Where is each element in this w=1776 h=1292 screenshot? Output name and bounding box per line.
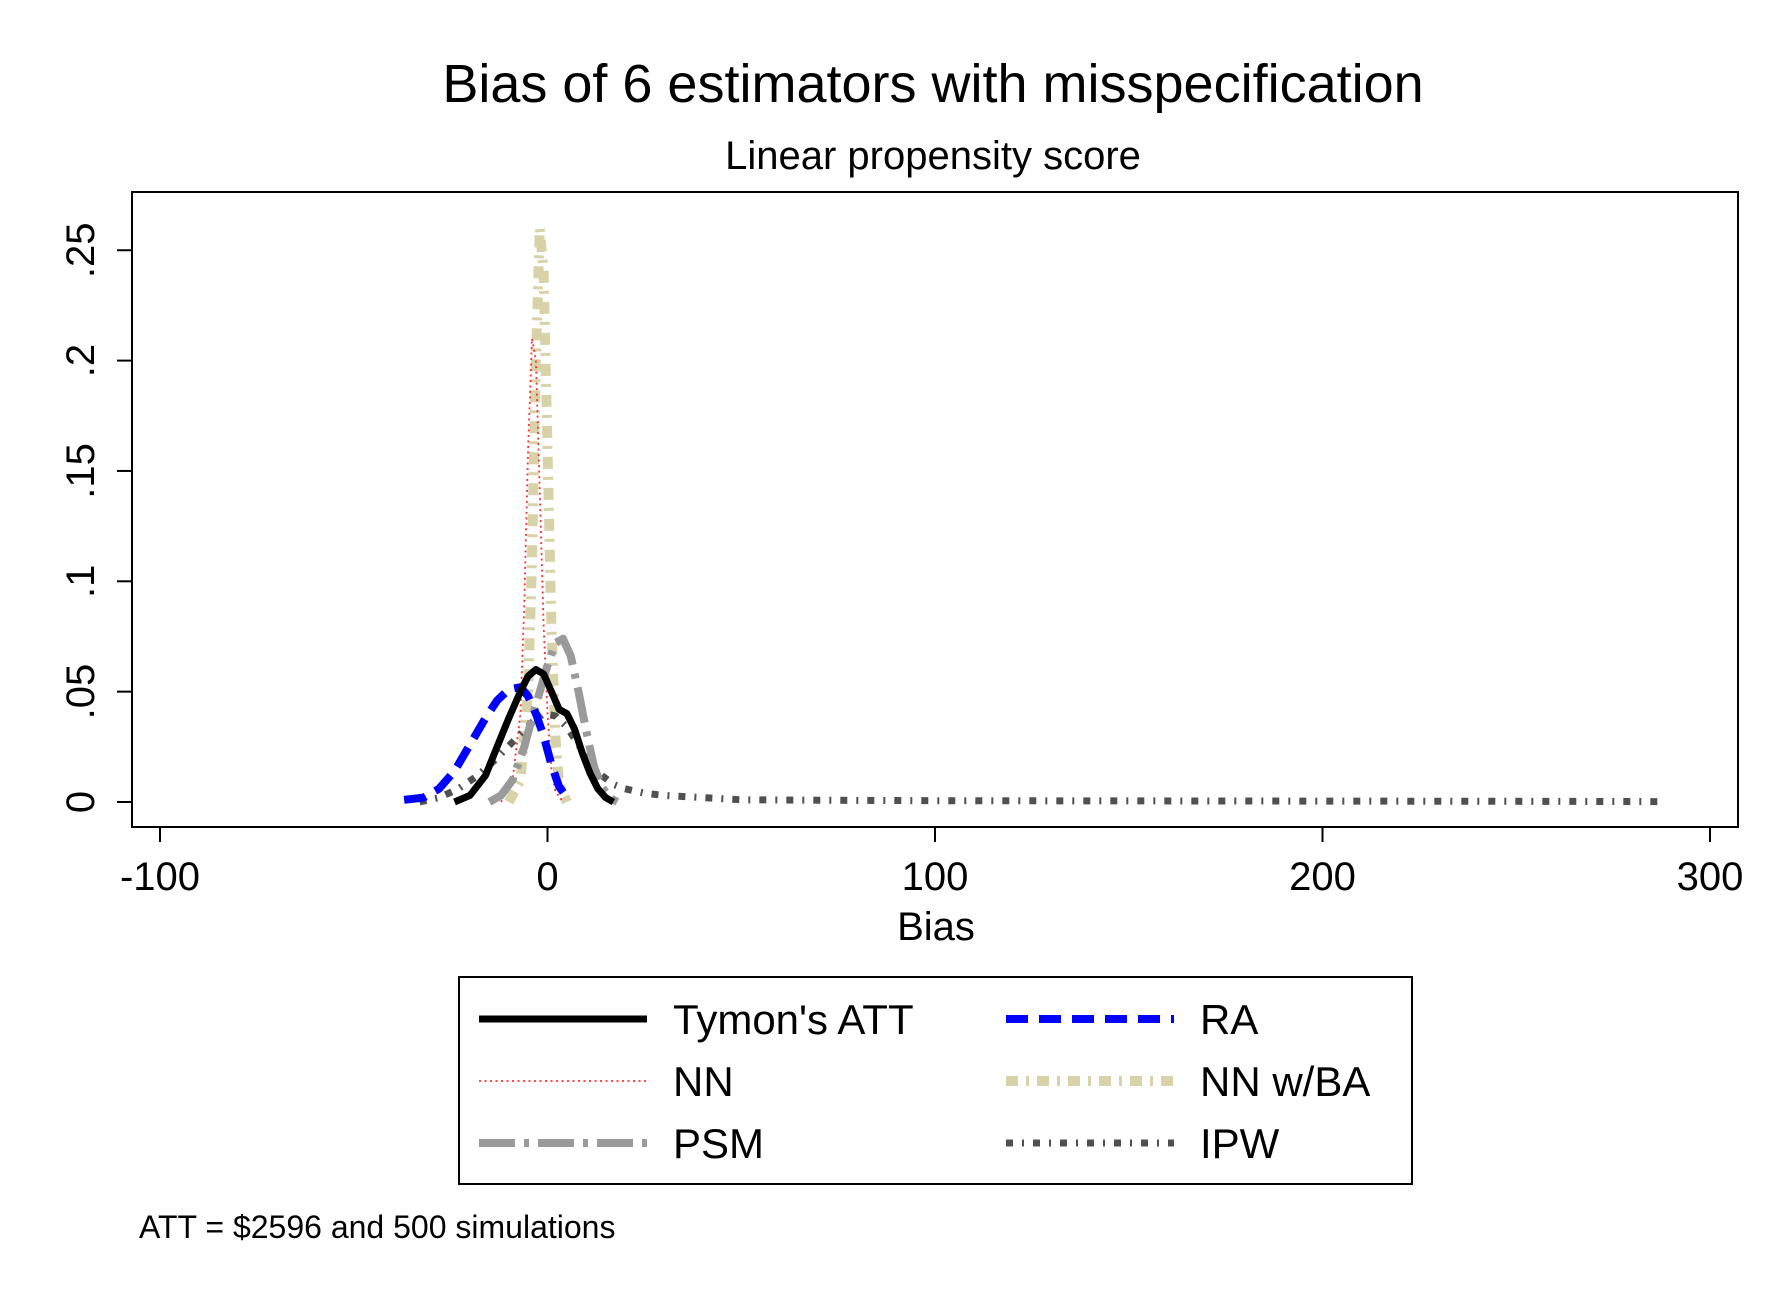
legend-label-psm: PSM [673,1120,764,1167]
plot-area [131,191,1739,828]
legend-label-ra: RA [1200,996,1258,1043]
y-tick-label: .05 [59,664,103,720]
legend: Tymon's ATT RA NN NN w/BA PSM IPW [479,996,1370,1167]
series-line-nn-w-ba [504,223,572,805]
y-axis: 0 .05 .1 .15 .2 .25 [59,222,132,813]
legend-label-ipw: IPW [1200,1120,1280,1167]
series-line-nn [500,337,564,803]
x-axis-label: Bias [897,905,975,949]
x-tick-label: -100 [120,855,200,899]
legend-label-tymon-s-att: Tymon's ATT [673,996,914,1043]
y-tick-label: .1 [59,565,103,598]
series-line-tymon-s-att [453,666,616,806]
chart-title: Bias of 6 estimators with misspecificati… [442,54,1423,114]
legend-label-nn-w-ba: NN w/BA [1200,1058,1370,1105]
x-tick-label: 0 [536,855,558,899]
chart-subtitle: Linear propensity score [725,134,1141,178]
y-tick-label: 0 [59,791,103,813]
y-tick-label: .15 [59,443,103,499]
y-tick-label: .25 [59,222,103,278]
chart-note: ATT = $2596 and 500 simulations [139,1209,615,1245]
x-axis: -100 0 100 200 300 [120,827,1743,899]
y-tick-label: .2 [59,344,103,377]
series-line-ra [403,683,571,804]
legend-label-nn: NN [673,1058,734,1105]
series-lines [403,223,1660,806]
x-tick-label: 100 [902,855,969,899]
x-tick-label: 300 [1677,855,1744,899]
series-line-psm [487,634,620,806]
x-tick-label: 200 [1289,855,1356,899]
